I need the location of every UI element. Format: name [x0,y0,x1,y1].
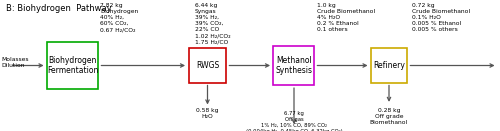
Text: 0.28 kg
Off grade
Biomethanol: 0.28 kg Off grade Biomethanol [370,108,408,125]
Text: 6.44 kg
Syngas
39% H₂,
39% CO₂,
22% CO
1.02 H₂/CO₂
1.75 H₂/CO: 6.44 kg Syngas 39% H₂, 39% CO₂, 22% CO 1… [195,3,230,45]
Text: 7.82 kg
Biohydrogen
40% H₂,
60% CO₂,
0.67 H₂/CO₂: 7.82 kg Biohydrogen 40% H₂, 60% CO₂, 0.6… [100,3,138,32]
Text: RWGS: RWGS [196,61,219,70]
Bar [189,48,226,83]
Bar [371,48,407,83]
Text: Biohydrogen
Fermentation: Biohydrogen Fermentation [47,56,98,75]
Text: Methanol
Synthesis: Methanol Synthesis [276,56,312,75]
Bar [274,46,314,85]
Bar [48,42,98,89]
Text: Refinery: Refinery [373,61,405,70]
Text: 0.58 kg
H₂O: 0.58 kg H₂O [196,108,219,119]
Text: 1.0 kg
Crude Biomethanol
4% H₂O
0.2 % Ethanol
0.1 others: 1.0 kg Crude Biomethanol 4% H₂O 0.2 % Et… [317,3,375,32]
Text: B: Biohydrogen  Pathway: B: Biohydrogen Pathway [6,4,112,13]
Text: 6.77 kg
Off gas
1% H₂, 10% CO, 89% CO₂
(0.004kg H₂, 0.45kg CO, 6.32kg CO₂): 6.77 kg Off gas 1% H₂, 10% CO, 89% CO₂ (… [246,111,342,131]
Text: Molasses
Dilution: Molasses Dilution [1,58,28,68]
Text: 0.72 kg
Crude Biomethanol
0.1% H₂O
0.005 % Ethanol
0.005 % others: 0.72 kg Crude Biomethanol 0.1% H₂O 0.005… [412,3,470,32]
